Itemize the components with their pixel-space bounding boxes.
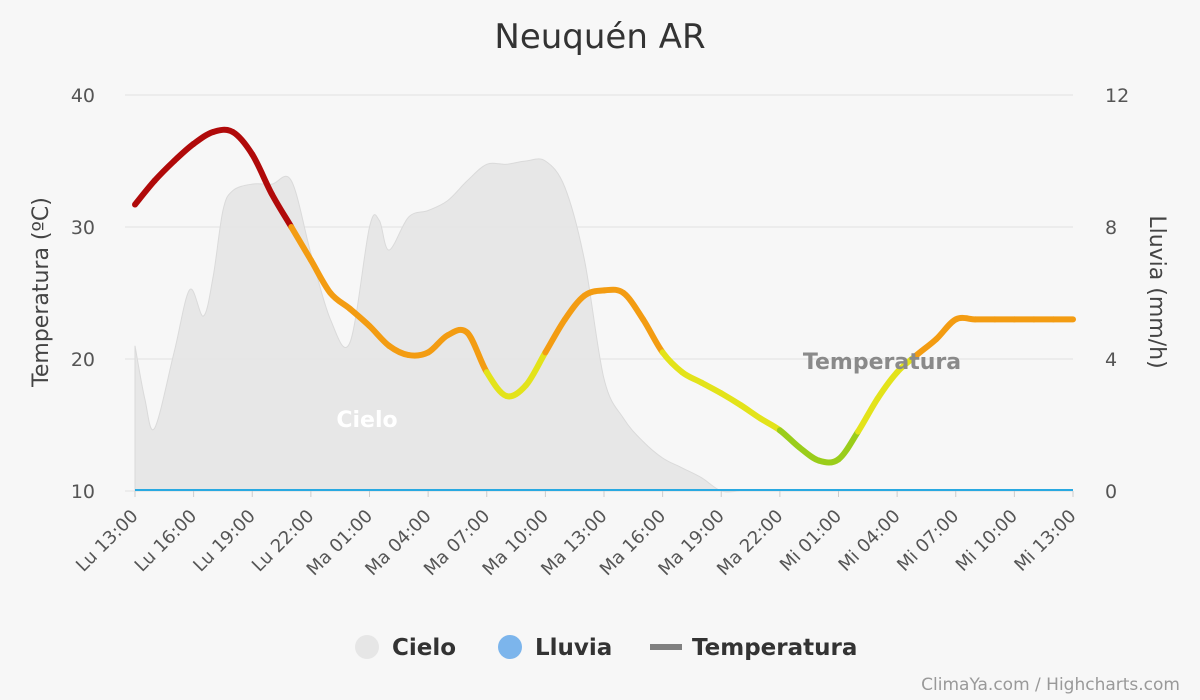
y-axis-left-title: Temperatura (ºC) — [29, 197, 54, 388]
temperature-segment — [835, 428, 862, 463]
y-right-tick-label: 12 — [1105, 85, 1129, 107]
legend-cielo-label: Cielo — [392, 635, 456, 661]
temperature-segment — [249, 151, 275, 197]
y-left-tick-label: 40 — [71, 85, 95, 107]
temperature-segment — [268, 191, 295, 230]
temperature-series — [132, 126, 1076, 466]
y-right-tick-label: 0 — [1105, 481, 1117, 503]
y-axis-right: 0 4 8 12 — [1105, 85, 1129, 503]
legend-lluvia-label: Lluvia — [535, 635, 612, 661]
legend-item-lluvia[interactable]: Lluvia — [498, 635, 612, 661]
temperature-segment — [464, 329, 490, 376]
temperature-segment — [522, 349, 549, 389]
legend-item-cielo[interactable]: Cielo — [355, 635, 456, 661]
temperature-segment — [288, 224, 314, 263]
sky-series-label: Cielo — [336, 408, 397, 433]
temperature-segment — [855, 395, 881, 435]
temperature-segment — [229, 128, 256, 158]
y-left-tick-label: 10 — [71, 481, 95, 503]
legend: Cielo Lluvia Temperatura — [355, 635, 857, 661]
y-right-tick-label: 8 — [1105, 217, 1117, 239]
credits-link[interactable]: ClimaYa.com / Highcharts.com — [921, 675, 1180, 695]
legend-cielo-circle-icon — [355, 635, 379, 659]
temperature-series-label: Temperatura — [803, 350, 961, 375]
y-axis-right-title: Lluvia (mm/h) — [1144, 215, 1169, 368]
legend-lluvia-circle-icon — [498, 635, 522, 659]
legend-temperatura-line-icon — [650, 644, 682, 650]
legend-item-temperatura[interactable]: Temperatura — [650, 635, 857, 661]
y-left-tick-label: 20 — [71, 349, 95, 371]
chart-title: Neuquén AR — [494, 17, 705, 57]
y-left-tick-label: 30 — [71, 217, 95, 239]
y-axis-left: 10 20 30 40 — [71, 85, 95, 503]
legend-temperatura-label: Temperatura — [692, 635, 857, 661]
y-right-tick-label: 4 — [1105, 349, 1117, 371]
temperature-segment — [620, 290, 647, 323]
